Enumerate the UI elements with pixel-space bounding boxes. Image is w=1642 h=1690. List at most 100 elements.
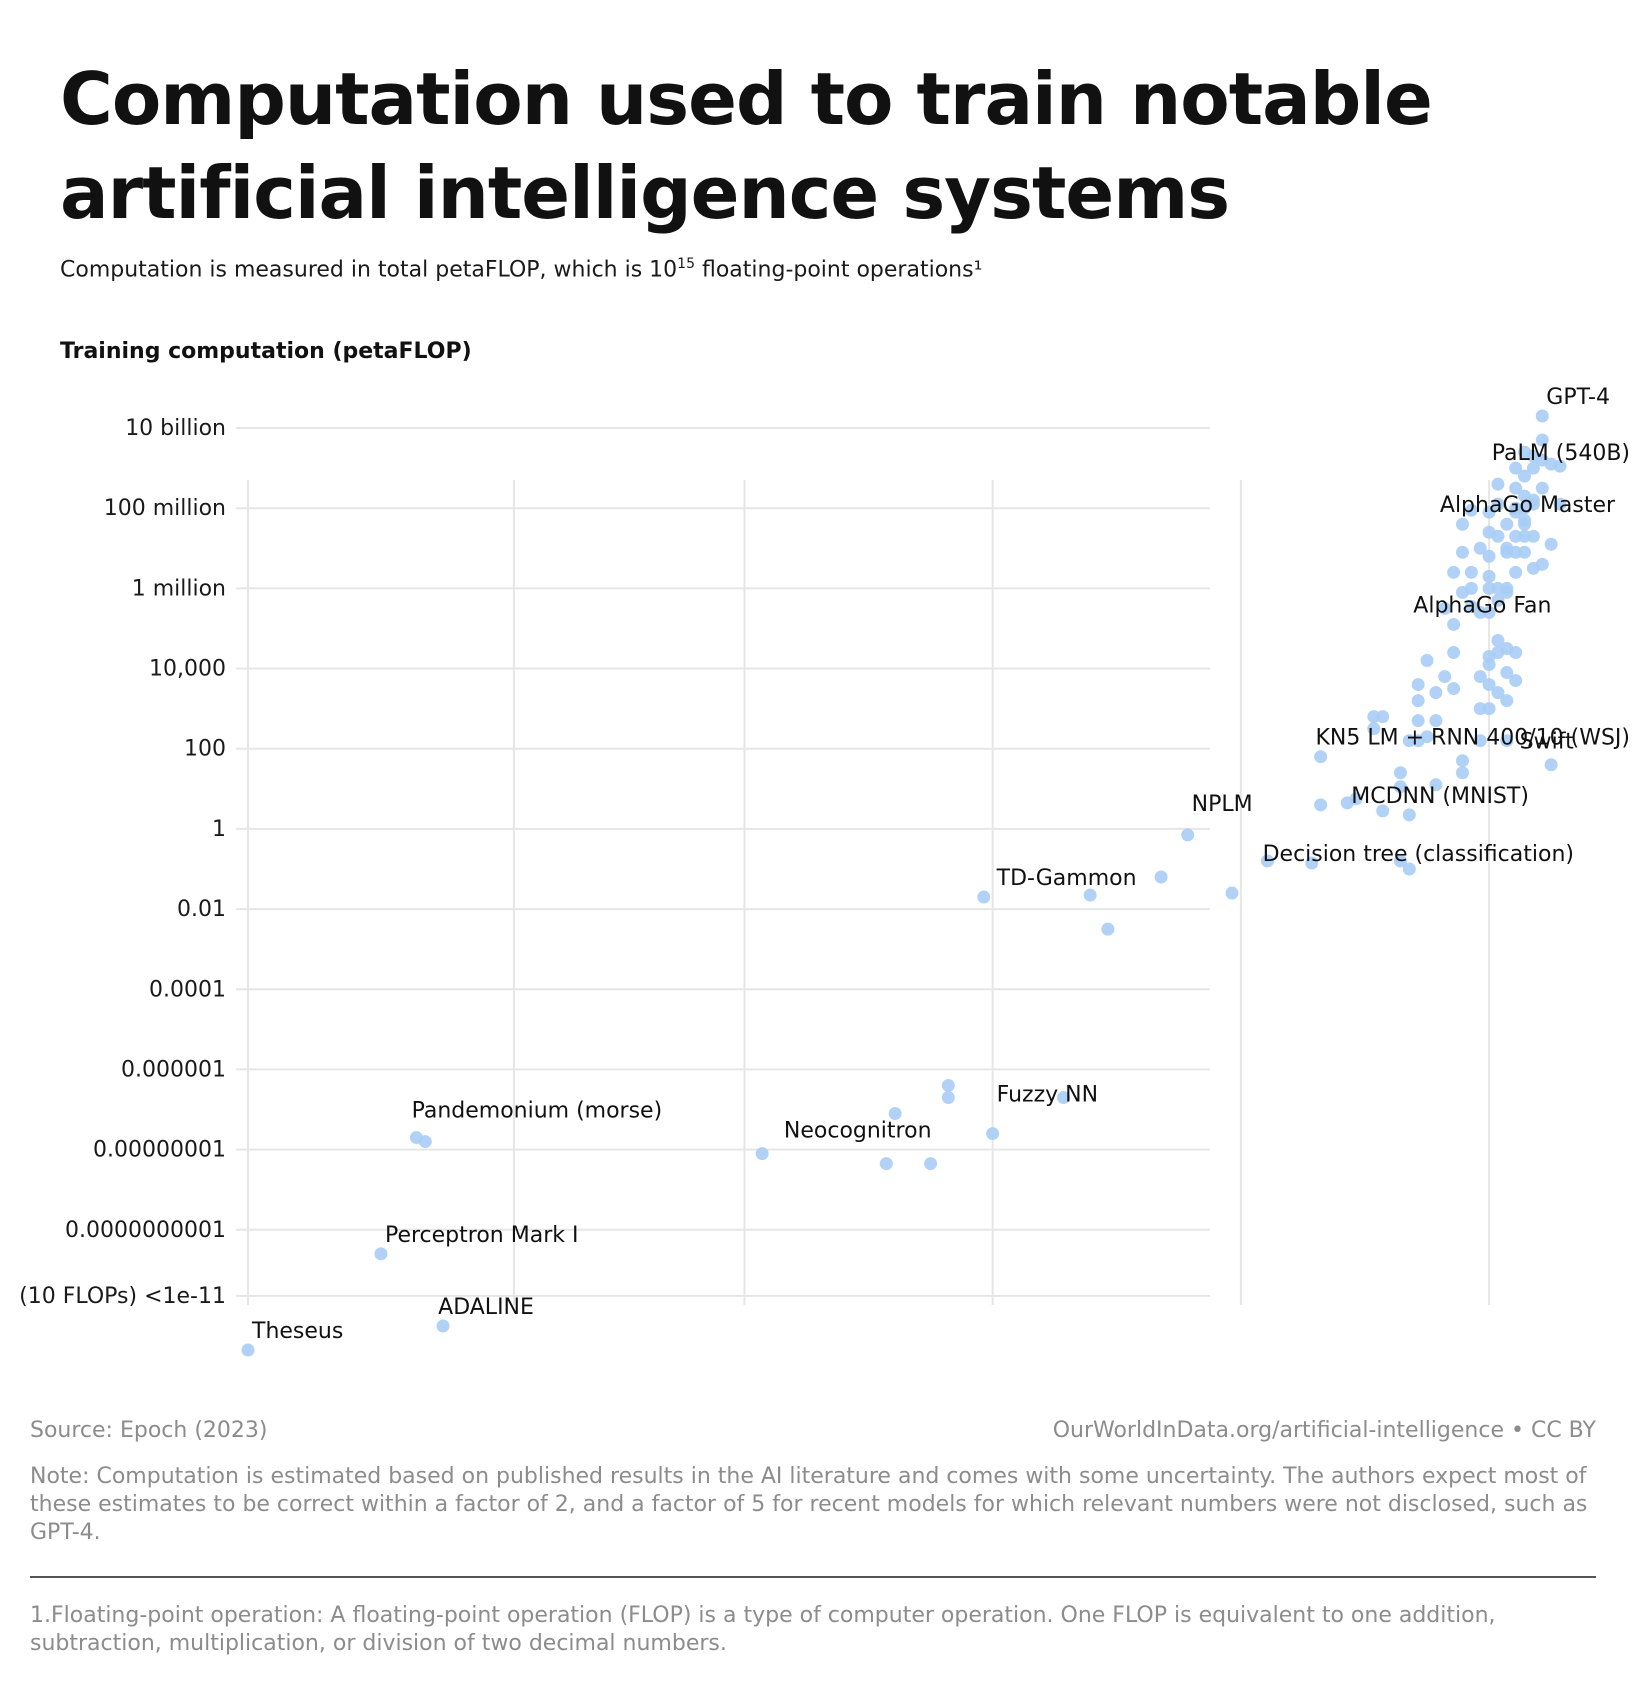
x-tick-label: 1950 [220, 1359, 276, 1360]
y-tick-label: 1 [212, 817, 226, 842]
source-url[interactable]: OurWorldInData.org/artificial-intelligen… [1053, 1418, 1596, 1443]
data-point [1155, 871, 1168, 884]
x-tick-label: 1992 [965, 1359, 1021, 1360]
data-point [1456, 766, 1469, 779]
point-layer [242, 409, 1567, 1356]
y-tick-label: 0.01 [177, 897, 226, 922]
data-point [1465, 566, 1478, 579]
chart-subtitle: Computation is measured in total petaFLO… [60, 256, 982, 282]
data-point [1447, 646, 1460, 659]
data-point [977, 891, 990, 904]
data-point [1226, 887, 1239, 900]
data-point [1509, 646, 1522, 659]
data-point [1483, 550, 1496, 563]
data-point [1447, 566, 1460, 579]
data-point [419, 1135, 432, 1148]
data-point [1181, 828, 1194, 841]
source-text: Source: Epoch (2023) [30, 1418, 267, 1443]
annotation-label: ADALINE [438, 1295, 534, 1320]
data-point [1376, 710, 1389, 723]
data-point [1412, 678, 1425, 691]
data-point [1101, 923, 1114, 936]
y-tick-label: 10,000 [149, 657, 226, 682]
data-point [1545, 758, 1558, 771]
annotation-label: TD-Gammon [996, 866, 1137, 891]
footnote: 1.Floating-point operation: A floating-p… [30, 1602, 1600, 1658]
data-point [1314, 798, 1327, 811]
data-point [1456, 518, 1469, 531]
data-point [1394, 766, 1407, 779]
data-point [1483, 702, 1496, 715]
y-tick-label: 0.00000001 [93, 1138, 226, 1163]
data-point [1491, 478, 1504, 491]
data-point [1314, 750, 1327, 763]
data-point [1438, 670, 1451, 683]
scatter-chart: Training computation (petaFLOP) 10 billio… [0, 330, 1642, 1360]
subtitle-text: Computation is measured in total petaFLO… [60, 257, 677, 282]
data-point [986, 1127, 999, 1140]
data-point [942, 1091, 955, 1104]
annotation-label: KN5 LM + RNN 400/10 (WSJ) [1316, 726, 1631, 751]
data-point [1447, 682, 1460, 695]
annotation-label: Perceptron Mark I [385, 1223, 579, 1248]
subtitle-exponent: 15 [677, 256, 695, 272]
data-point [1509, 566, 1522, 579]
chart-note: Note: Computation is estimated based on … [30, 1463, 1600, 1547]
y-tick-label: 100 million [104, 496, 226, 521]
data-point [1456, 754, 1469, 767]
annotation-label: Decision tree (classification) [1263, 842, 1574, 867]
data-point [1491, 530, 1504, 543]
data-point [1509, 674, 1522, 687]
data-point [1412, 694, 1425, 707]
data-point [1500, 518, 1513, 531]
annotation-label: Neocognitron [784, 1119, 932, 1144]
annotation-label: Swift [1520, 730, 1574, 755]
y-tick-label: 1 million [132, 576, 226, 601]
data-point [1483, 570, 1496, 583]
data-point [1545, 538, 1558, 551]
data-point [1518, 518, 1531, 531]
annotation-label: GPT-4 [1546, 385, 1610, 410]
y-tick-label: 0.0001 [149, 977, 226, 1002]
x-tick-label: 1965 [486, 1359, 542, 1360]
y-tick-label: 100 [184, 737, 226, 762]
annotation-label: Pandemonium (morse) [412, 1099, 663, 1124]
data-point [1429, 686, 1442, 699]
data-point [942, 1079, 955, 1092]
data-point [1518, 546, 1531, 559]
annotation-label: Theseus [251, 1319, 343, 1344]
data-point [1403, 808, 1416, 821]
data-point [1527, 530, 1540, 543]
y-tick-label: 0.000001 [121, 1057, 226, 1082]
data-point [1447, 618, 1460, 631]
annotation-label: MCDNN (MNIST) [1351, 784, 1529, 809]
annotation-label: AlphaGo Fan [1413, 593, 1551, 618]
page-title: Computation used to train notable artifi… [60, 52, 1560, 240]
annotation-label: Fuzzy NN [997, 1083, 1098, 1108]
annotation-label: AlphaGo Master [1440, 493, 1616, 518]
x-tick-label: 2006 [1213, 1359, 1269, 1360]
data-point [880, 1157, 893, 1170]
x-tick-label: 2020 [1461, 1359, 1517, 1360]
data-point [242, 1344, 255, 1357]
data-point [1456, 546, 1469, 559]
y-tick-label: (10 FLOPs) <1e-11 [19, 1284, 226, 1309]
annotation-label: NPLM [1192, 792, 1253, 817]
y-tick-label: 10 billion [125, 416, 226, 441]
label-layer: Theseus Perceptron Mark I ADALINE Pandemoni… [251, 385, 1630, 1344]
data-point [437, 1319, 450, 1332]
data-point [924, 1157, 937, 1170]
annotation-label: PaLM (540B) [1492, 441, 1630, 466]
data-point [1500, 694, 1513, 707]
data-point [1536, 558, 1549, 571]
y-tick-label: 0.0000000001 [65, 1218, 226, 1243]
y-axis-title: Training computation (petaFLOP) [60, 339, 472, 364]
data-point [756, 1147, 769, 1160]
subtitle-text-end: floating-point operations¹ [695, 257, 982, 282]
footer-divider [30, 1576, 1596, 1578]
data-point [1421, 654, 1434, 667]
data-point [1483, 658, 1496, 671]
x-tick-label: 1978 [716, 1359, 772, 1360]
data-point [374, 1247, 387, 1260]
data-point [1536, 409, 1549, 422]
